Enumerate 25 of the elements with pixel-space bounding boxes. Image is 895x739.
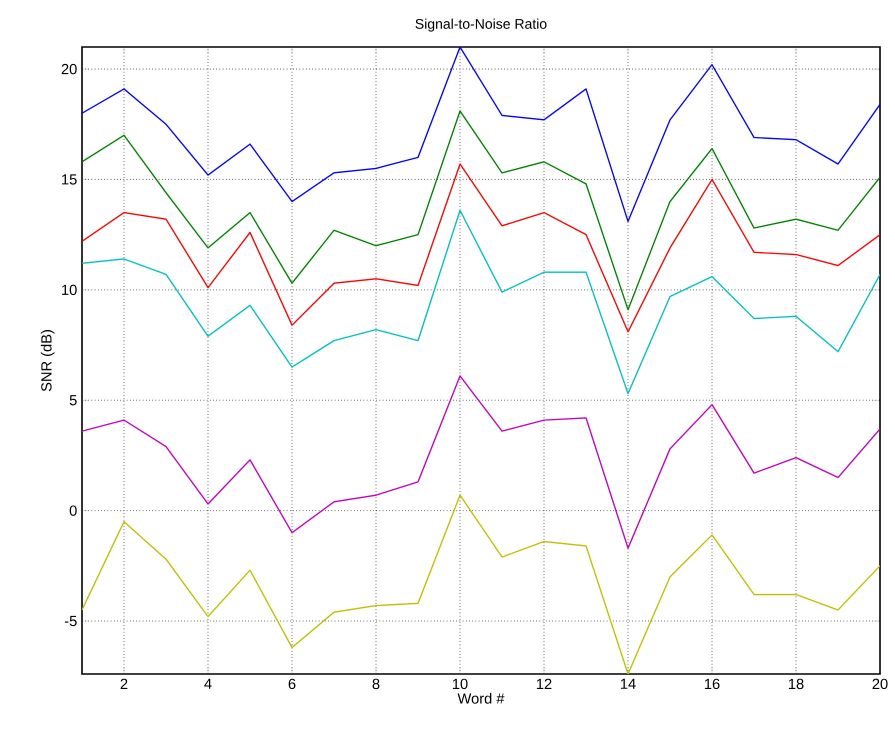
x-tick-label: 14: [620, 678, 636, 689]
chart-title: Signal-to-Noise Ratio: [415, 18, 547, 32]
y-axis-title: SNR (dB): [40, 330, 54, 392]
x-tick-label: 6: [288, 678, 296, 690]
y-tick-label: 15: [62, 174, 77, 185]
line-series: [82, 46, 880, 222]
y-tick-label: 5: [70, 395, 77, 406]
x-tick-label: 12: [536, 678, 552, 689]
y-tick-label: 0: [70, 505, 77, 516]
line-series: [82, 163, 880, 332]
x-tick-label: 8: [372, 678, 380, 690]
x-tick-label: 16: [704, 678, 720, 690]
line-series: [82, 494, 880, 674]
x-tick-label: 18: [788, 678, 804, 690]
line-series: [82, 110, 880, 310]
line-series: [82, 210, 880, 394]
x-tick-label: 4: [204, 678, 212, 689]
y-tick-label: -5: [64, 616, 77, 626]
x-axis-title: Word #: [458, 692, 504, 704]
y-tick-label: 10: [62, 284, 77, 296]
x-tick-label: 20: [872, 678, 888, 690]
y-tick-label: 20: [62, 64, 77, 74]
x-tick-label: 2: [120, 678, 128, 689]
line-series: [82, 375, 880, 549]
x-tick-label: 10: [452, 678, 468, 690]
